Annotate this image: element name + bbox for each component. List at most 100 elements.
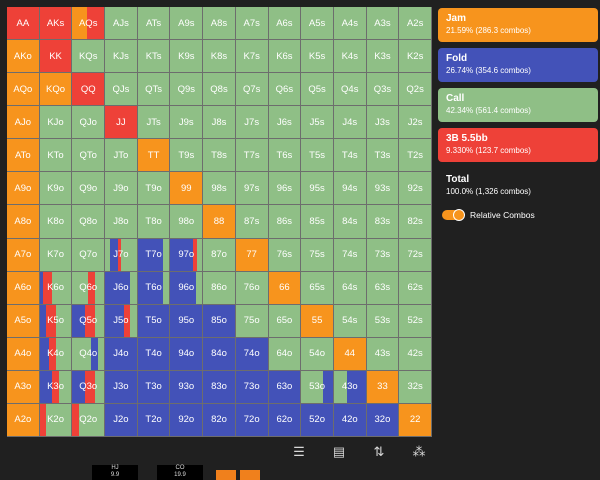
hand-cell-T6o[interactable]: T6o	[137, 271, 171, 305]
hand-cell-99[interactable]: 99	[170, 172, 204, 206]
hand-cell-A4s[interactable]: A4s	[333, 7, 367, 41]
hand-cell-62o[interactable]: 62o	[268, 403, 302, 437]
hand-cell-92s[interactable]: 92s	[399, 172, 432, 206]
hand-cell-A2o[interactable]: A2o	[7, 403, 40, 437]
hand-cell-T2s[interactable]: T2s	[399, 139, 432, 173]
hand-cell-76o[interactable]: 76o	[235, 271, 269, 305]
hand-cell-73s[interactable]: 73s	[366, 238, 400, 272]
hand-cell-T5o[interactable]: T5o	[137, 304, 171, 338]
action-chip[interactable]	[216, 470, 236, 480]
hand-cell-76s[interactable]: 76s	[268, 238, 302, 272]
hand-cell-75s[interactable]: 75s	[301, 238, 334, 272]
hand-cell-87o[interactable]: 87o	[203, 238, 236, 272]
hand-cell-53s[interactable]: 53s	[366, 304, 400, 338]
hand-cell-AJs[interactable]: AJs	[105, 7, 138, 41]
hand-cell-K7s[interactable]: K7s	[235, 40, 269, 74]
hand-cell-A4o[interactable]: A4o	[7, 337, 40, 371]
hand-cell-K3o[interactable]: K3o	[39, 370, 73, 404]
hand-cell-TT[interactable]: TT	[137, 139, 171, 173]
hand-cell-Q9o[interactable]: Q9o	[72, 172, 106, 206]
hand-cell-JTo[interactable]: JTo	[105, 139, 138, 173]
hand-cell-K7o[interactable]: K7o	[39, 238, 73, 272]
hand-cell-K9o[interactable]: K9o	[39, 172, 73, 206]
hand-cell-97s[interactable]: 97s	[235, 172, 269, 206]
hand-cell-KTo[interactable]: KTo	[39, 139, 73, 173]
hand-cell-J9o[interactable]: J9o	[105, 172, 138, 206]
hand-cell-72s[interactable]: 72s	[399, 238, 432, 272]
sort-icon[interactable]: ⇅	[373, 444, 385, 459]
hand-cell-A3s[interactable]: A3s	[366, 7, 400, 41]
hand-cell-K9s[interactable]: K9s	[170, 40, 204, 74]
hand-cell-52o[interactable]: 52o	[301, 403, 334, 437]
hand-cell-A9o[interactable]: A9o	[7, 172, 40, 206]
legend-threebet[interactable]: 3B 5.5bb 9.330% (123.7 combos)	[438, 128, 598, 162]
hand-cell-T7o[interactable]: T7o	[137, 238, 171, 272]
hand-cell-83s[interactable]: 83s	[366, 205, 400, 239]
hand-cell-77[interactable]: 77	[235, 238, 269, 272]
hand-cell-32s[interactable]: 32s	[399, 370, 432, 404]
hand-cell-Q2s[interactable]: Q2s	[399, 73, 432, 107]
hand-cell-A2s[interactable]: A2s	[399, 7, 432, 41]
hand-cell-K4s[interactable]: K4s	[333, 40, 367, 74]
hand-cell-33[interactable]: 33	[366, 370, 400, 404]
hand-cell-74o[interactable]: 74o	[235, 337, 269, 371]
legend-fold[interactable]: Fold 26.74% (354.6 combos)	[438, 48, 598, 82]
hand-cell-J2o[interactable]: J2o	[105, 403, 138, 437]
hand-cell-65o[interactable]: 65o	[268, 304, 302, 338]
hand-cell-J6s[interactable]: J6s	[268, 106, 302, 140]
hand-cell-AA[interactable]: AA	[7, 7, 40, 41]
hand-cell-K8s[interactable]: K8s	[203, 40, 236, 74]
hand-cell-74s[interactable]: 74s	[333, 238, 367, 272]
hand-cell-98o[interactable]: 98o	[170, 205, 204, 239]
hand-cell-54o[interactable]: 54o	[301, 337, 334, 371]
relative-combos-toggle[interactable]	[442, 209, 465, 221]
hand-cell-T4s[interactable]: T4s	[333, 139, 367, 173]
hand-cell-98s[interactable]: 98s	[203, 172, 236, 206]
hand-cell-Q6s[interactable]: Q6s	[268, 73, 302, 107]
hand-cell-Q7o[interactable]: Q7o	[72, 238, 106, 272]
hand-cell-95s[interactable]: 95s	[301, 172, 334, 206]
hand-cell-K8o[interactable]: K8o	[39, 205, 73, 239]
hand-cell-J6o[interactable]: J6o	[105, 271, 138, 305]
hand-cell-82o[interactable]: 82o	[203, 403, 236, 437]
hand-cell-T5s[interactable]: T5s	[301, 139, 334, 173]
hand-cell-Q6o[interactable]: Q6o	[72, 271, 106, 305]
hand-cell-85o[interactable]: 85o	[203, 304, 236, 338]
hand-cell-62s[interactable]: 62s	[399, 271, 432, 305]
hand-cell-66[interactable]: 66	[268, 271, 302, 305]
hand-cell-93s[interactable]: 93s	[366, 172, 400, 206]
relative-combos-toggle-row[interactable]: Relative Combos	[438, 209, 598, 221]
hand-cell-J2s[interactable]: J2s	[399, 106, 432, 140]
hand-cell-73o[interactable]: 73o	[235, 370, 269, 404]
hand-cell-54s[interactable]: 54s	[333, 304, 367, 338]
hand-cell-T9o[interactable]: T9o	[137, 172, 171, 206]
hand-cell-AQo[interactable]: AQo	[7, 73, 40, 107]
hand-cell-84o[interactable]: 84o	[203, 337, 236, 371]
hand-cell-32o[interactable]: 32o	[366, 403, 400, 437]
hand-cell-64o[interactable]: 64o	[268, 337, 302, 371]
hand-cell-42s[interactable]: 42s	[399, 337, 432, 371]
hand-cell-A8s[interactable]: A8s	[203, 7, 236, 41]
hand-cell-T6s[interactable]: T6s	[268, 139, 302, 173]
hand-cell-92o[interactable]: 92o	[170, 403, 204, 437]
hand-cell-Q7s[interactable]: Q7s	[235, 73, 269, 107]
hand-cell-K2o[interactable]: K2o	[39, 403, 73, 437]
hand-cell-T9s[interactable]: T9s	[170, 139, 204, 173]
hand-cell-J4s[interactable]: J4s	[333, 106, 367, 140]
hand-cell-K5s[interactable]: K5s	[301, 40, 334, 74]
hand-cell-J9s[interactable]: J9s	[170, 106, 204, 140]
hand-cell-A3o[interactable]: A3o	[7, 370, 40, 404]
hand-cell-ATs[interactable]: ATs	[137, 7, 171, 41]
hand-cell-63o[interactable]: 63o	[268, 370, 302, 404]
hand-cell-A7o[interactable]: A7o	[7, 238, 40, 272]
hand-cell-Q3s[interactable]: Q3s	[366, 73, 400, 107]
hand-cell-42o[interactable]: 42o	[333, 403, 367, 437]
hand-cell-86o[interactable]: 86o	[203, 271, 236, 305]
hand-cell-97o[interactable]: 97o	[170, 238, 204, 272]
hand-cell-A5o[interactable]: A5o	[7, 304, 40, 338]
hand-cell-J5s[interactable]: J5s	[301, 106, 334, 140]
hand-cell-93o[interactable]: 93o	[170, 370, 204, 404]
hand-cell-A6o[interactable]: A6o	[7, 271, 40, 305]
seat-hj[interactable]: HJ 9.9	[92, 465, 138, 480]
action-chip[interactable]	[240, 470, 260, 480]
